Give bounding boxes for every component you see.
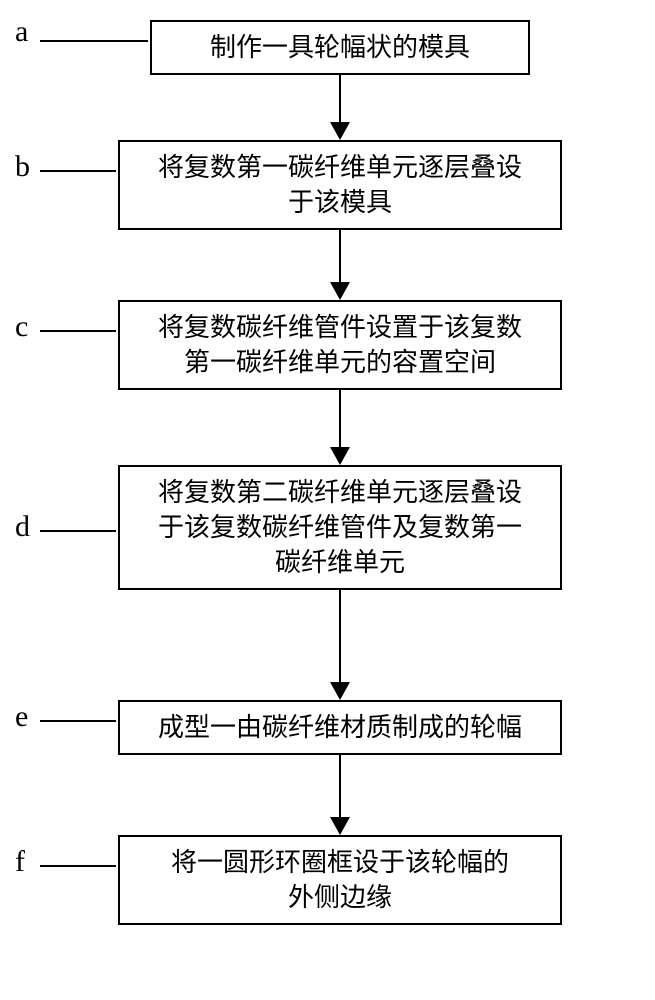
step-box-e: 成型一由碳纤维材质制成的轮幅 — [118, 700, 562, 755]
step-text-e: 成型一由碳纤维材质制成的轮幅 — [158, 710, 522, 745]
arrow-line-c-d — [339, 390, 341, 447]
leader-a — [40, 40, 148, 42]
arrow-head-c-d — [330, 447, 350, 465]
step-text-f: 将一圆形环圈框设于该轮幅的 外侧边缘 — [171, 845, 509, 915]
arrow-line-a-b — [339, 75, 341, 122]
arrow-head-d-e — [330, 682, 350, 700]
leader-d — [40, 530, 116, 532]
step-box-c: 将复数碳纤维管件设置于该复数 第一碳纤维单元的容置空间 — [118, 300, 562, 390]
step-label-b: b — [15, 150, 30, 184]
step-text-a: 制作一具轮幅状的模具 — [210, 30, 470, 65]
step-label-f: f — [15, 845, 25, 879]
leader-b — [40, 170, 116, 172]
arrow-line-b-c — [339, 230, 341, 282]
step-box-b: 将复数第一碳纤维单元逐层叠设 于该模具 — [118, 140, 562, 230]
flowchart-canvas: a 制作一具轮幅状的模具 b 将复数第一碳纤维单元逐层叠设 于该模具 c 将复数… — [0, 0, 655, 1000]
step-box-f: 将一圆形环圈框设于该轮幅的 外侧边缘 — [118, 835, 562, 925]
step-label-a: a — [15, 15, 28, 49]
step-text-c: 将复数碳纤维管件设置于该复数 第一碳纤维单元的容置空间 — [158, 310, 522, 380]
leader-f — [40, 865, 116, 867]
step-text-b: 将复数第一碳纤维单元逐层叠设 于该模具 — [158, 150, 522, 220]
step-label-c: c — [15, 310, 28, 344]
leader-e — [40, 720, 116, 722]
arrow-line-e-f — [339, 755, 341, 817]
arrow-line-d-e — [339, 590, 341, 682]
step-label-d: d — [15, 510, 30, 544]
leader-c — [40, 330, 116, 332]
step-label-e: e — [15, 700, 28, 734]
step-text-d: 将复数第二碳纤维单元逐层叠设 于该复数碳纤维管件及复数第一 碳纤维单元 — [158, 475, 522, 580]
arrow-head-a-b — [330, 122, 350, 140]
arrow-head-e-f — [330, 817, 350, 835]
step-box-a: 制作一具轮幅状的模具 — [150, 20, 530, 75]
step-box-d: 将复数第二碳纤维单元逐层叠设 于该复数碳纤维管件及复数第一 碳纤维单元 — [118, 465, 562, 590]
arrow-head-b-c — [330, 282, 350, 300]
